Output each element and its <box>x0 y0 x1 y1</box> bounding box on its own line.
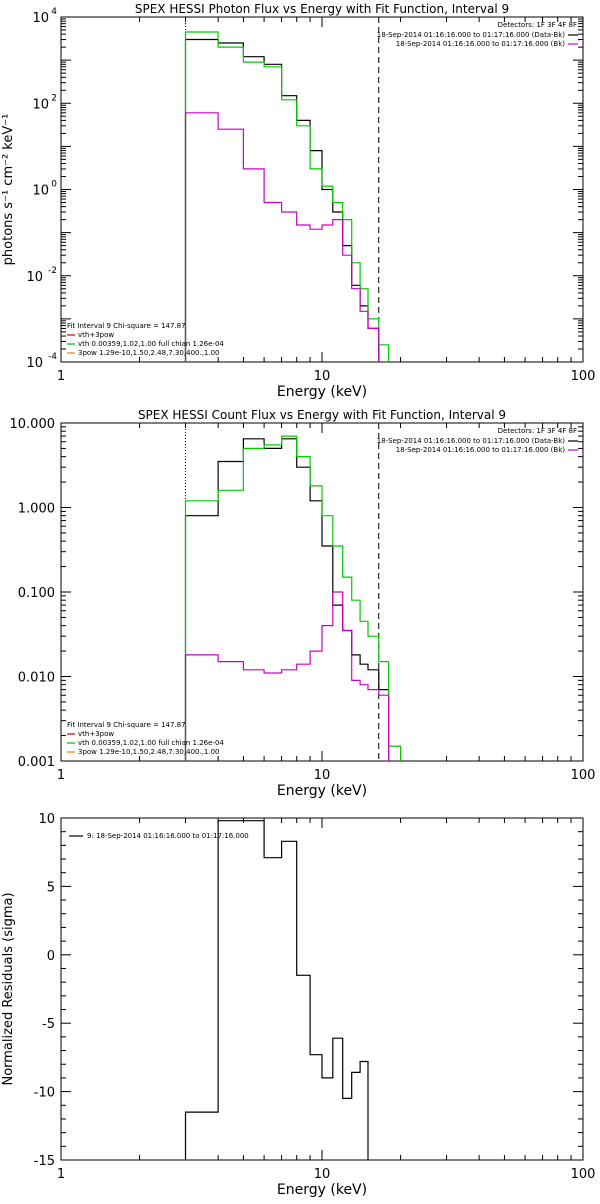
legend-detectors-title: Detectors: 1F 3F 4F 8F <box>498 21 577 29</box>
y-tick-label: 10.000 <box>10 417 56 432</box>
x-tick-label: 1 <box>57 768 65 783</box>
series-step-line-2 <box>184 435 402 761</box>
y-tick-exponent: -2 <box>48 266 57 276</box>
y-tick-label: 10 <box>32 97 49 112</box>
legend-entry-label: 18-Sep-2014 01:16:16.000 to 01:17:16.000… <box>396 40 566 48</box>
legend-fit-label: 3pow 1.29e-10,1.50,2.48,7.30,400.,1.00 <box>78 349 220 357</box>
legend-entry-label: 18-Sep-2014 01:16:16.000 to 01:17:16.000… <box>377 437 566 445</box>
legend-fit-label: vth 0.00359,1.02,1.00 full chian 1.26e-0… <box>78 340 224 348</box>
legend-fit-label: vth+3pow <box>78 730 114 738</box>
x-axis-label: Energy (keV) <box>277 384 367 400</box>
x-tick-label: 10 <box>314 369 331 384</box>
x-tick-label: 100 <box>571 1167 596 1182</box>
y-tick-label: 0.001 <box>18 755 55 770</box>
legend-residual-label: 9: 18-Sep-2014 01:16:16.000 to 01:17:16.… <box>87 832 249 840</box>
y-tick-label: 10 <box>38 812 55 827</box>
y-tick-label: 10 <box>32 11 49 26</box>
series-step-line-1 <box>184 820 369 1160</box>
x-tick-label: 10 <box>314 1167 331 1182</box>
y-axis-label: Normalized Residuals (sigma) <box>1 892 16 1085</box>
legend-fit-label: vth 0.00359,1.02,1.00 full chian 1.26e-0… <box>78 739 224 747</box>
x-tick-label: 1 <box>57 1167 65 1182</box>
plot-frame <box>60 817 584 1161</box>
y-tick-label: 10 <box>26 270 43 285</box>
y-axis-label: photons s⁻¹ cm⁻² keV⁻¹ <box>1 114 16 266</box>
x-axis-label: Energy (keV) <box>277 783 367 799</box>
series-group <box>184 31 390 362</box>
x-tick-label: 100 <box>571 369 596 384</box>
series-step-line-3 <box>184 112 390 362</box>
y-tick-exponent: 0 <box>51 180 57 190</box>
legend-fit-label: vth+3pow <box>78 331 114 339</box>
chart-title: SPEX HESSI Count Flux vs Energy with Fit… <box>138 408 506 422</box>
y-tick-label: 0.010 <box>18 671 55 686</box>
chart-title: SPEX HESSI Photon Flux vs Energy with Fi… <box>135 2 509 16</box>
chart-panel-3: 1 10 100 Energy (keV) -15 -10 -5 0 5 10 Normalized… <box>1 812 595 1198</box>
y-tick-label: -5 <box>42 1017 55 1032</box>
x-tick-label: 1 <box>57 369 65 384</box>
series-step-line-1 <box>184 438 390 761</box>
y-tick-label: 10 <box>26 356 43 371</box>
series-step-line-3 <box>184 591 390 761</box>
y-tick-label: 0.100 <box>18 586 55 601</box>
y-tick-label: 0 <box>47 949 55 964</box>
legend-fit-title: Fit Interval 9 Chi-square = 147.87 <box>67 721 186 729</box>
x-tick-label: 10 <box>314 768 331 783</box>
y-tick-label: 1.000 <box>18 502 55 517</box>
legend-fit-title: Fit Interval 9 Chi-square = 147.87 <box>67 322 186 330</box>
chart-panel-2: 1 10 100 Energy (keV) 0.001 0.010 0.100 1.000 10… <box>10 408 596 799</box>
x-tick-label: 100 <box>571 768 596 783</box>
y-tick-label: -10 <box>34 1086 55 1101</box>
plot-frame <box>60 422 584 762</box>
y-tick-label: 10 <box>32 184 49 199</box>
series-group <box>184 435 402 761</box>
legend-fit-label: 3pow 1.29e-10,1.50,2.48,7.30,400.,1.00 <box>78 748 220 756</box>
y-tick-exponent: -4 <box>48 352 57 362</box>
y-tick-exponent: 2 <box>51 93 57 103</box>
y-tick-label: -15 <box>34 1154 55 1169</box>
series-step-line-2 <box>184 31 390 362</box>
series-group <box>184 820 369 1160</box>
y-tick-exponent: 4 <box>51 7 57 17</box>
x-axis-label: Energy (keV) <box>277 1182 367 1198</box>
series-step-line-1 <box>184 38 390 362</box>
legend-entry-label: 18-Sep-2014 01:16:16.000 to 01:17:16.000… <box>377 31 566 39</box>
legend-detectors-title: Detectors: 1F 3F 4F 8F <box>498 427 577 435</box>
y-tick-label: 5 <box>47 880 55 895</box>
legend-entry-label: 18-Sep-2014 01:16:16.000 to 01:17:16.000… <box>396 446 566 454</box>
